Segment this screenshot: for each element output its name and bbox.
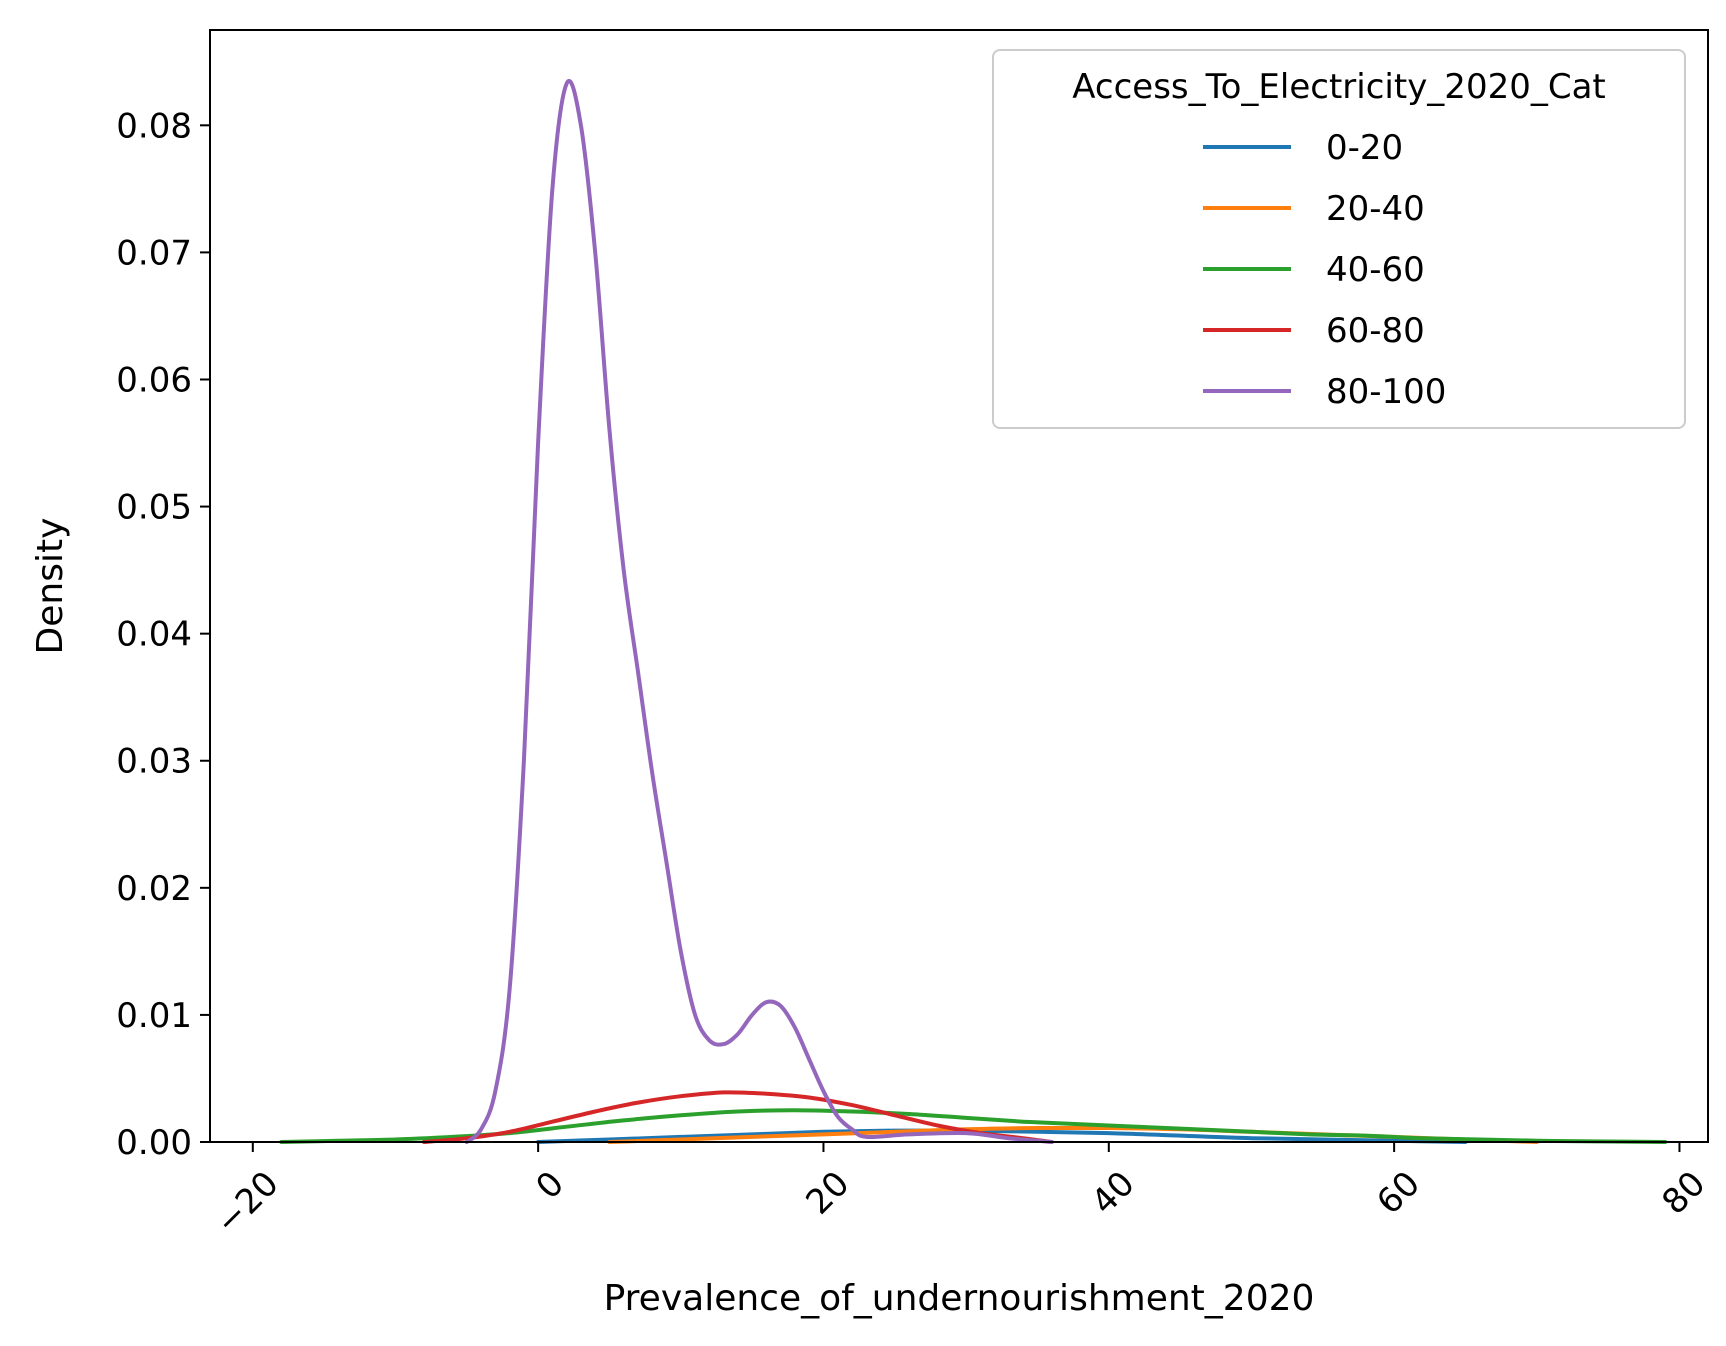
plot-frame (209, 29, 1709, 1143)
y-axis-label: Density (30, 518, 71, 655)
axes-layer (209, 29, 1709, 1143)
legend: Access_To_Electricity_2020_Cat 0-20 20-40… (992, 49, 1686, 429)
legend-label-40-60: 40-60 (1326, 250, 1425, 290)
y-tick-label: 0.03 (116, 742, 192, 782)
y-tick-label: 0.00 (116, 1123, 192, 1163)
y-ticks: 0.00 0.01 0.02 0.03 0.04 0.05 0.06 0.07 0.08 (116, 106, 210, 1163)
x-tick-label: 80 (1654, 1164, 1713, 1223)
x-tick-label: −20 (208, 1164, 287, 1243)
y-tick-label: 0.01 (116, 996, 192, 1036)
y-tick-label: 0.05 (116, 488, 192, 528)
x-ticks: −20 0 20 40 60 80 (208, 1142, 1713, 1243)
x-tick-label: 40 (1084, 1164, 1143, 1223)
y-tick-label: 0.02 (116, 869, 192, 909)
y-tick-label: 0.04 (116, 615, 192, 655)
legend-label-20-40: 20-40 (1326, 189, 1425, 229)
y-tick-label: 0.07 (116, 233, 192, 273)
legend-label-80-100: 80-100 (1326, 372, 1446, 412)
series-line-0-20 (536, 1128, 1468, 1144)
series-line-60-80 (422, 1090, 1054, 1144)
legend-entries: 0-20 20-40 40-60 60-80 80-100 (1203, 128, 1446, 412)
legend-label-60-80: 60-80 (1326, 311, 1425, 351)
legend-label-0-20: 0-20 (1326, 128, 1403, 168)
x-tick-label: 60 (1369, 1164, 1428, 1223)
x-axis-label: Prevalence_of_undernourishment_2020 (604, 1278, 1315, 1319)
series-layer (279, 79, 1668, 1144)
y-tick-label: 0.06 (116, 360, 192, 400)
legend-title: Access_To_Electricity_2020_Cat (1072, 67, 1606, 107)
x-tick-label: 20 (798, 1164, 857, 1223)
series-line-80-100 (464, 79, 1054, 1144)
legend-box (992, 49, 1686, 429)
x-tick-label: 0 (528, 1164, 572, 1208)
y-tick-label: 0.08 (116, 106, 192, 146)
